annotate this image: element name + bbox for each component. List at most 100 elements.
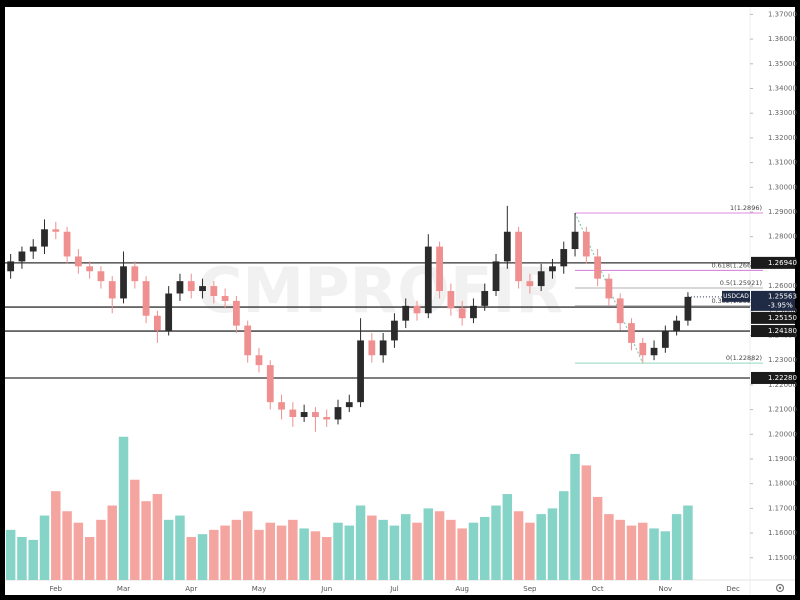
candle-body [210,286,218,296]
y-tick-label: 1.21000 [768,406,797,414]
x-tick-label: Dec [726,585,740,593]
candle-body [120,266,127,299]
volume-bar [468,522,479,580]
candle-body [63,231,71,257]
y-tick-label: 1.20000 [768,430,797,438]
settings-icon[interactable] [775,583,785,593]
y-tick-label: 1.31000 [768,159,797,167]
volume-bar [570,453,580,580]
volume-bar [592,496,603,580]
candle-body [605,278,613,299]
volume-bar [62,511,72,580]
candle-body [492,261,500,292]
volume-bar [344,525,355,580]
volume-bar [457,528,467,580]
level-price-box [751,256,795,269]
level-price-box [751,325,795,338]
candle-body [323,416,331,420]
volume-bar [400,514,411,580]
x-tick-label: Sep [523,585,537,593]
volume-bar [220,525,230,580]
candle-body [52,229,60,232]
level-price-label: 1.26940 [768,259,797,267]
volume-bar [175,515,185,580]
candle-body [503,231,511,262]
candle-body [357,340,364,403]
candle-body [447,291,455,309]
candle-body [233,300,240,326]
volume-bar [51,491,61,580]
candle-body [74,256,82,267]
volume-bar [118,436,129,580]
x-tick-label: Jul [389,585,399,593]
x-tick-label: Aug [455,585,469,593]
candle-body [7,261,15,272]
y-tick-label: 1.28000 [768,233,797,241]
y-tick-label: 1.23000 [768,356,797,364]
y-tick-label: 1.33000 [768,109,797,117]
volume-bar [310,531,321,580]
candle-body [176,281,184,294]
candle-body [289,409,297,417]
candle-body [549,266,556,272]
candle-body [639,342,647,356]
candle-body [684,296,692,321]
candle-body [436,246,443,292]
volume-bar [5,529,16,580]
last-price-label: 1.25563 [768,292,797,300]
candle-body [413,305,421,314]
volume-bar [615,519,625,580]
candle-body [29,246,37,252]
y-tick-label: 1.22000 [768,381,797,389]
volume-bar [39,515,50,580]
y-tick-label: 1.36000 [768,35,797,43]
x-tick-label: Feb [50,585,63,593]
candle-body [266,365,274,403]
volume-bar [604,514,614,580]
volume-bar [671,514,682,580]
volume-bar [84,537,95,580]
y-tick-label: 1.17000 [768,504,797,512]
y-tick-label: 1.30000 [768,183,797,191]
candle-body [616,298,624,324]
candle-body [142,281,150,316]
volume-bar [107,505,117,580]
candle-body [391,320,398,341]
volume-bar [367,515,377,580]
candle-body [481,291,489,306]
price-change-label: -3.95% [768,301,793,309]
candle-body [221,295,229,301]
candle-body [334,407,342,420]
volume-bar [434,511,445,580]
candle-body [594,256,601,279]
x-tick-label: Mar [117,585,130,593]
volume-bar [17,537,27,580]
volume-bar [265,522,276,580]
volume-bar [242,511,253,580]
candle-body [18,251,26,262]
candle-body [131,266,139,282]
volume-bar [96,519,106,580]
candle-body [187,281,195,292]
candle-body [673,320,681,331]
volume-bar [378,519,388,580]
candle-body [650,347,658,356]
volume-bar [649,528,659,580]
level-price-label: 1.22280 [768,374,797,382]
candle-body [97,271,105,282]
y-tick-label: 1.18000 [768,480,797,488]
candle-body [41,229,48,247]
fib-label: 0.618(1.26638) [711,261,762,269]
volume-bar [209,529,219,580]
candle-body [379,340,387,356]
y-tick-label: 1.16000 [768,529,797,537]
level-price-label: 1.25150 [768,314,797,322]
x-tick-label: May [252,585,266,593]
x-tick-label: Jun [320,585,332,593]
fib-label: 0(1.22882) [726,354,762,362]
volume-bar [525,522,535,580]
volume-bar [333,522,343,580]
candle-body [108,281,116,299]
x-tick-label: Apr [185,585,197,593]
volume-bar [152,494,163,580]
